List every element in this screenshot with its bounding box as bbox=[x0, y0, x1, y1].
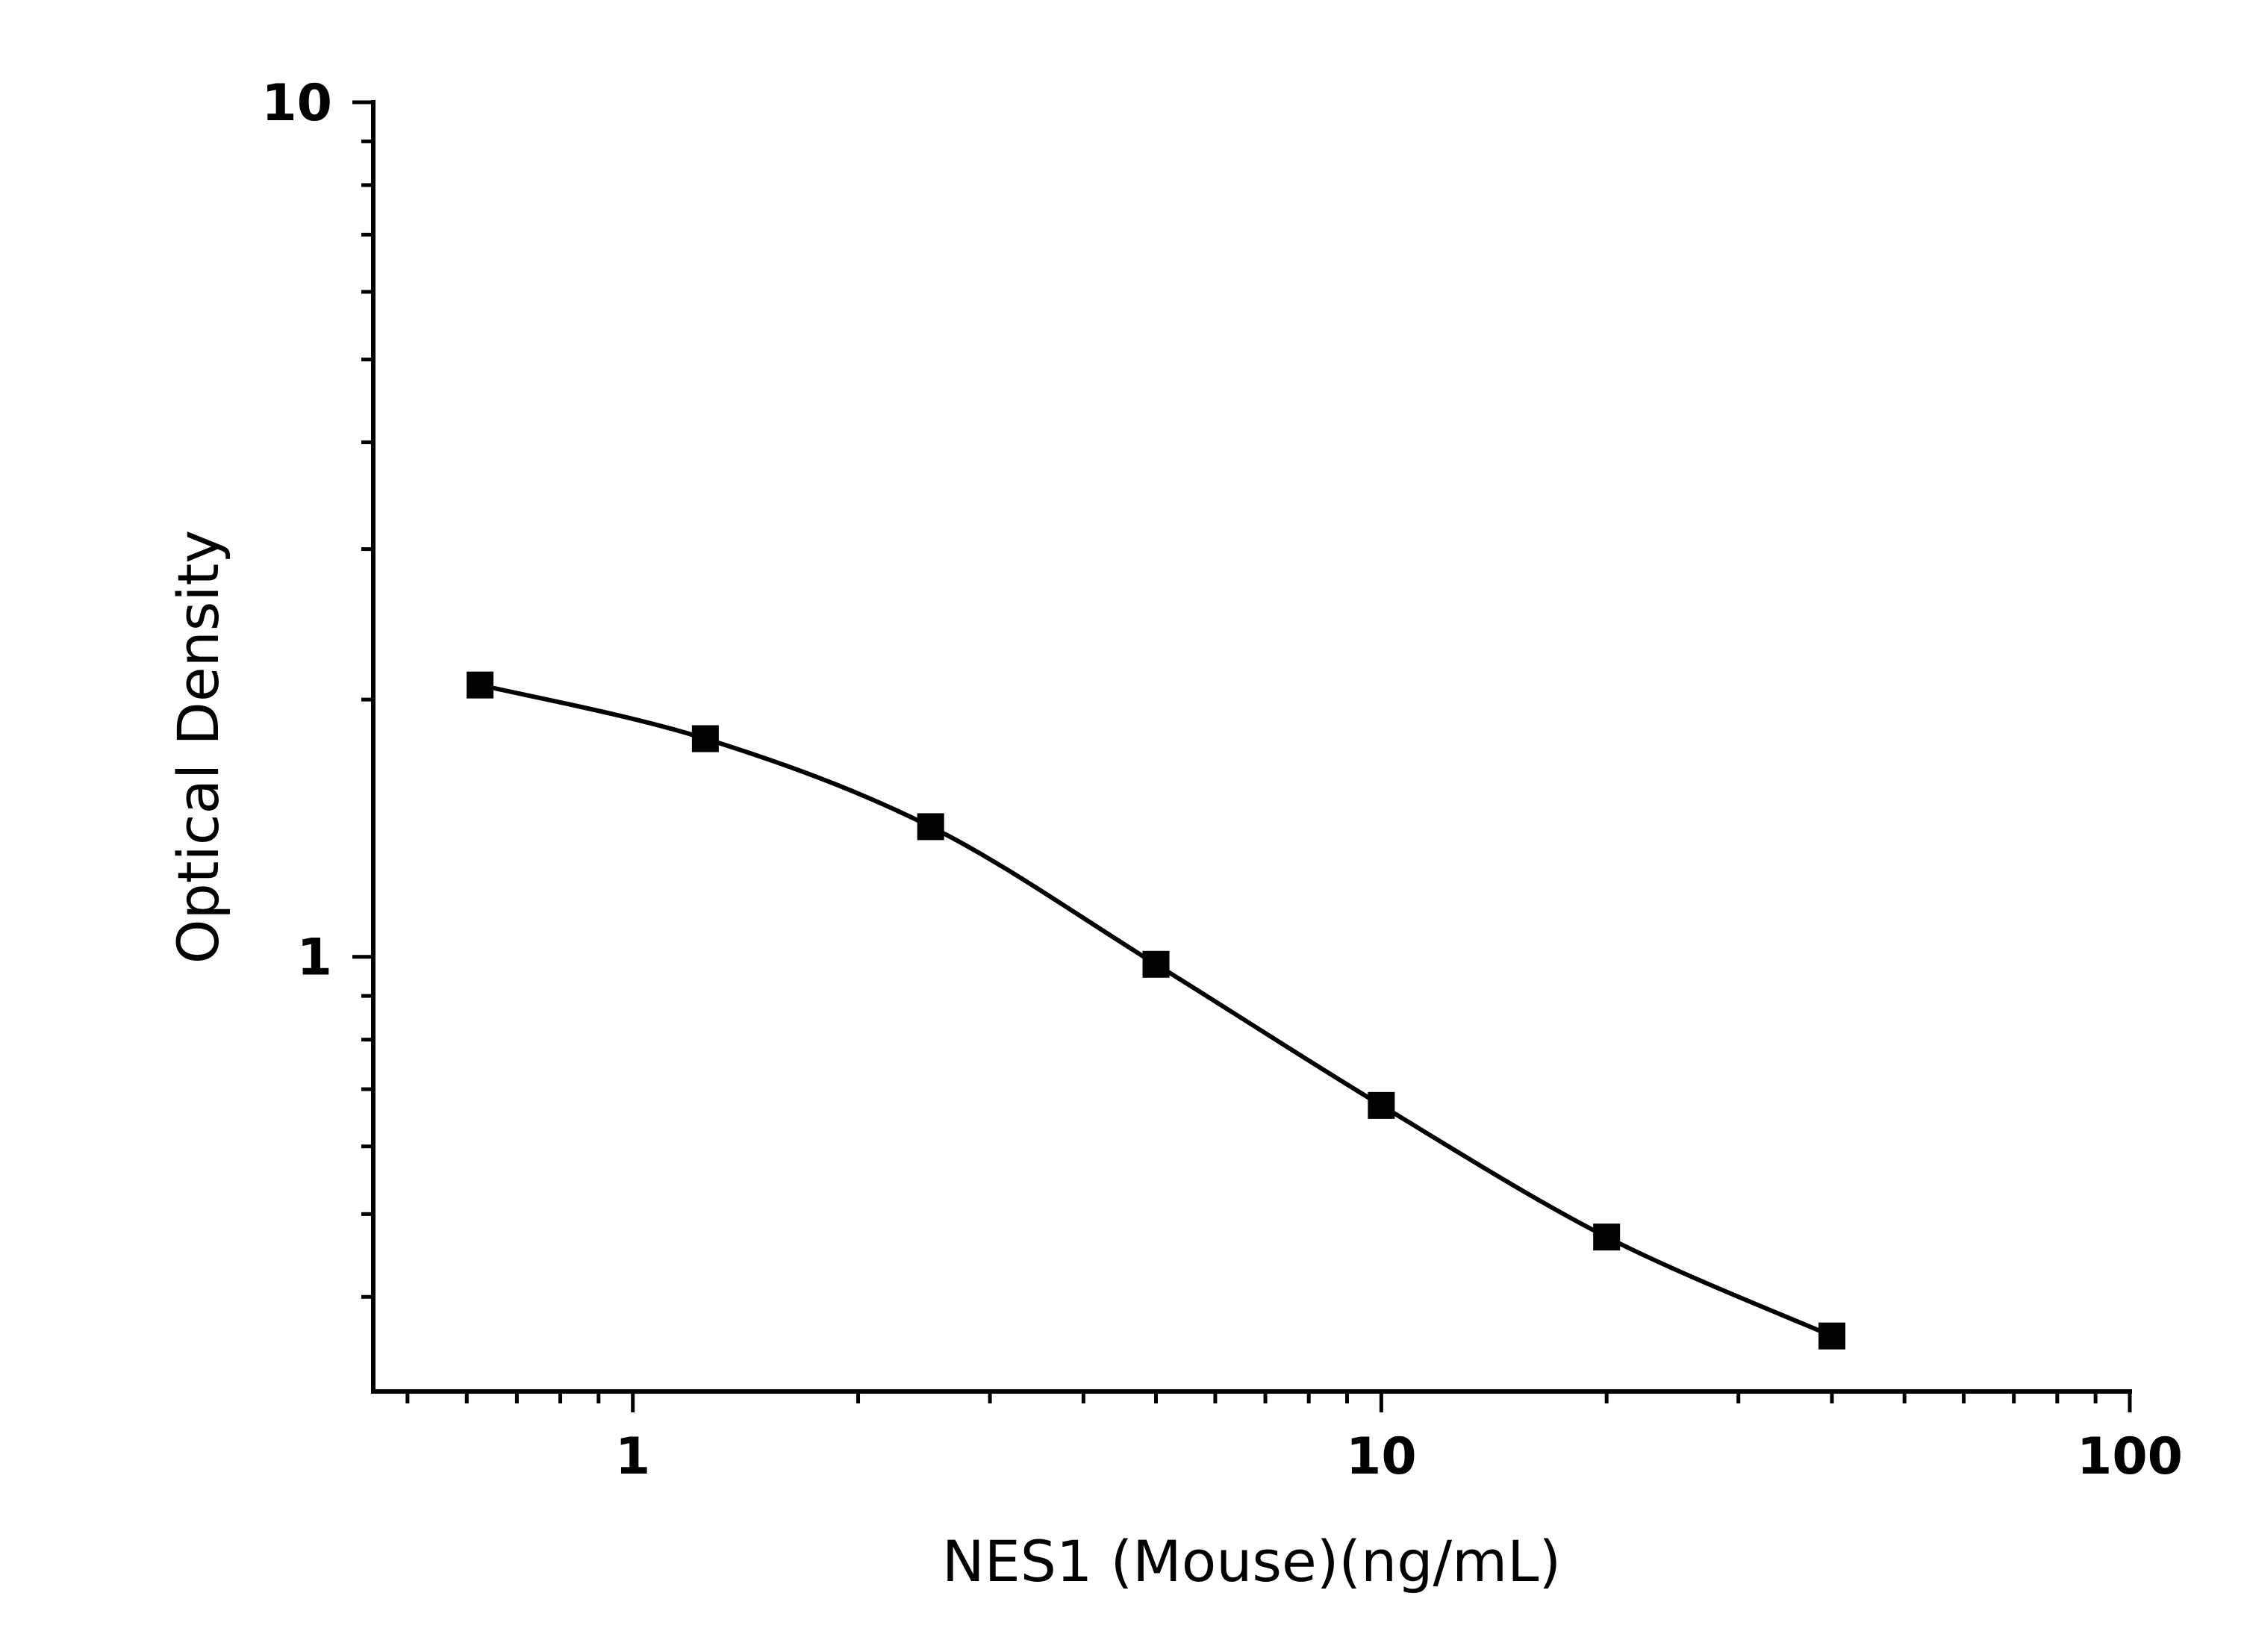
y-axis-title: Optical Density bbox=[165, 530, 231, 964]
data-point-marker bbox=[1818, 1322, 1846, 1350]
y-tick-label: 10 bbox=[261, 74, 332, 133]
data-point-marker bbox=[691, 725, 719, 752]
data-point-marker bbox=[1142, 950, 1170, 978]
data-markers bbox=[467, 671, 1846, 1350]
fit-curve bbox=[479, 682, 1833, 1338]
y-tick-label: 1 bbox=[297, 929, 332, 988]
axes bbox=[371, 100, 2132, 1394]
axis-ticks bbox=[352, 100, 2132, 1412]
data-point-marker bbox=[467, 671, 494, 699]
data-point-marker bbox=[1368, 1091, 1395, 1119]
data-point-marker bbox=[917, 813, 944, 841]
x-tick-label: 10 bbox=[1346, 1427, 1417, 1486]
x-tick-label: 1 bbox=[615, 1427, 650, 1486]
x-tick-label: 100 bbox=[2077, 1427, 2183, 1486]
tick-labels: 1 10 100 1 10 bbox=[261, 74, 2183, 1486]
data-point-marker bbox=[1593, 1224, 1621, 1251]
x-axis-title: NES1 (Mouse)(ng/mL) bbox=[942, 1528, 1561, 1595]
